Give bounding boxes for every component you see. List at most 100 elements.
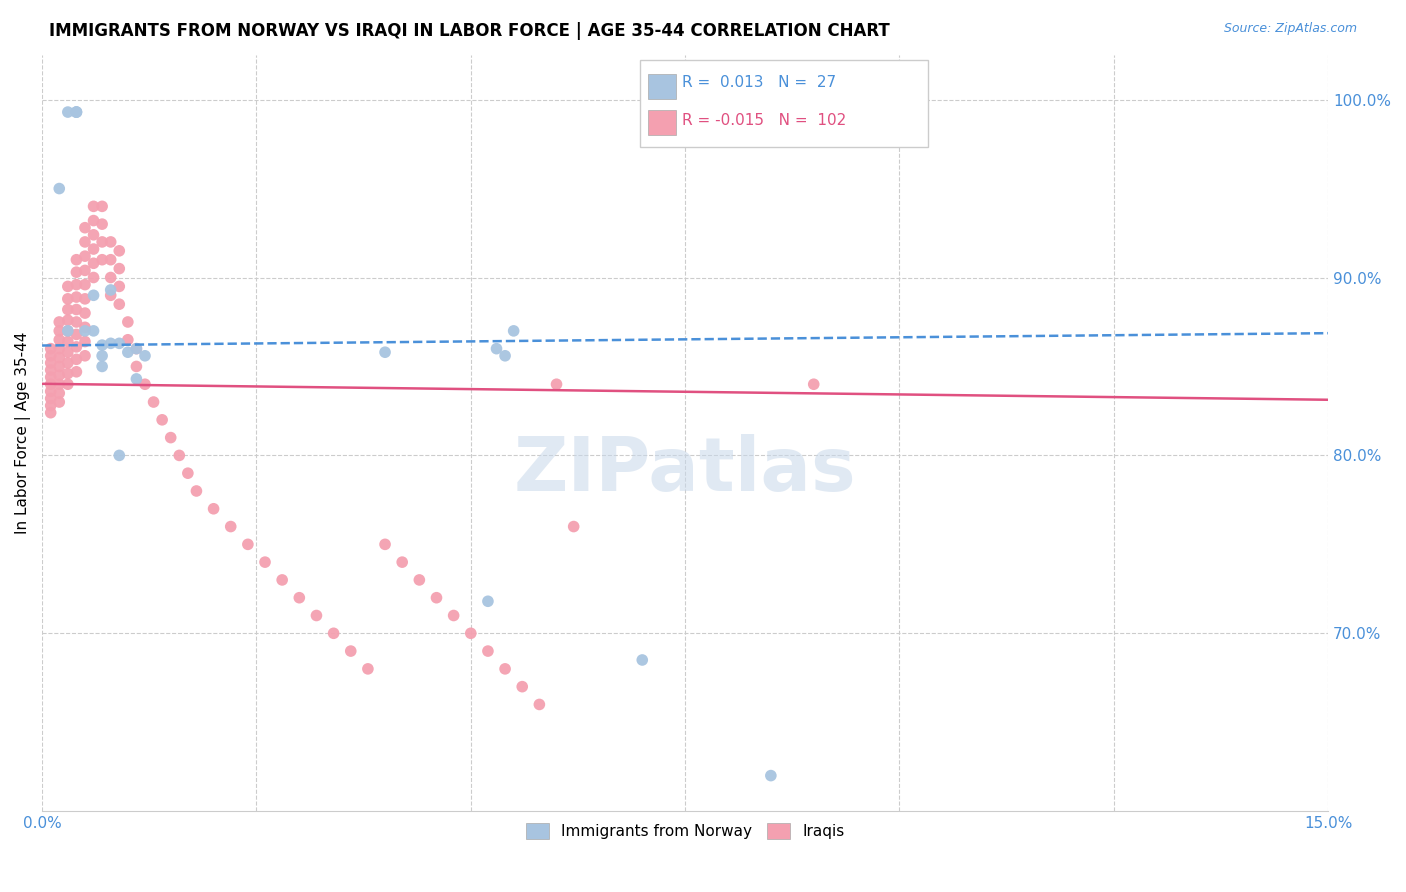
Point [374,537,396,551]
Point [56,105,79,120]
Point [65,105,87,120]
Legend: Immigrants from Norway, Iraqis: Immigrants from Norway, Iraqis [520,817,851,845]
Point [485,342,508,356]
Point [91,235,114,249]
Point [91,359,114,374]
Point [108,336,131,351]
Point [65,327,87,342]
Point [48,324,70,338]
Point [48,333,70,347]
Point [125,342,148,356]
Point [39,399,62,413]
Point [65,277,87,292]
Point [288,591,311,605]
Point [73,277,96,292]
Point [100,288,122,302]
Point [546,377,568,392]
Point [39,363,62,377]
Point [39,384,62,399]
Point [108,449,131,463]
Point [65,105,87,120]
Point [125,342,148,356]
Point [91,252,114,267]
Point [83,324,105,338]
Point [73,292,96,306]
Point [56,324,79,338]
Point [134,377,156,392]
Point [117,333,139,347]
Point [39,342,62,356]
Point [83,288,105,302]
Point [65,352,87,367]
Point [65,265,87,279]
Point [100,252,122,267]
Point [219,519,242,533]
Point [91,217,114,231]
Point [125,359,148,374]
Point [65,365,87,379]
Point [357,662,380,676]
Point [48,386,70,401]
Text: Source: ZipAtlas.com: Source: ZipAtlas.com [1223,22,1357,36]
Point [253,555,276,569]
Point [56,334,79,349]
Point [56,324,79,338]
Point [562,519,585,533]
Point [56,345,79,359]
Point [65,252,87,267]
Point [91,338,114,352]
Point [73,349,96,363]
Point [73,334,96,349]
Point [73,324,96,338]
Point [186,483,208,498]
Point [39,377,62,392]
Point [48,181,70,195]
Point [803,377,825,392]
Point [108,279,131,293]
Point [100,336,122,351]
Point [65,315,87,329]
Point [39,356,62,370]
Point [48,359,70,374]
Point [56,356,79,370]
Text: ZIPatlas: ZIPatlas [513,434,856,508]
Point [39,370,62,384]
Point [73,263,96,277]
Point [759,769,782,783]
Point [39,406,62,420]
Point [477,594,499,608]
Point [202,501,225,516]
Point [56,292,79,306]
Text: R =  0.013   N =  27: R = 0.013 N = 27 [682,75,837,89]
Point [169,449,191,463]
Point [83,227,105,242]
Point [73,249,96,263]
Point [443,608,465,623]
Point [83,270,105,285]
Text: IMMIGRANTS FROM NORWAY VS IRAQI IN LABOR FORCE | AGE 35-44 CORRELATION CHART: IMMIGRANTS FROM NORWAY VS IRAQI IN LABOR… [49,22,890,40]
Point [134,349,156,363]
Point [56,377,79,392]
Text: R = -0.015   N =  102: R = -0.015 N = 102 [682,113,846,128]
Point [73,320,96,334]
Point [56,313,79,327]
Point [108,244,131,258]
Point [108,297,131,311]
Point [159,431,181,445]
Point [425,591,447,605]
Point [108,261,131,276]
Point [48,395,70,409]
Point [100,270,122,285]
Point [391,555,413,569]
Point [100,283,122,297]
Point [83,213,105,227]
Point [408,573,430,587]
Point [236,537,259,551]
Point [91,349,114,363]
Point [56,367,79,381]
Point [177,466,200,480]
Point [73,235,96,249]
Point [83,199,105,213]
Point [100,235,122,249]
Point [529,698,551,712]
